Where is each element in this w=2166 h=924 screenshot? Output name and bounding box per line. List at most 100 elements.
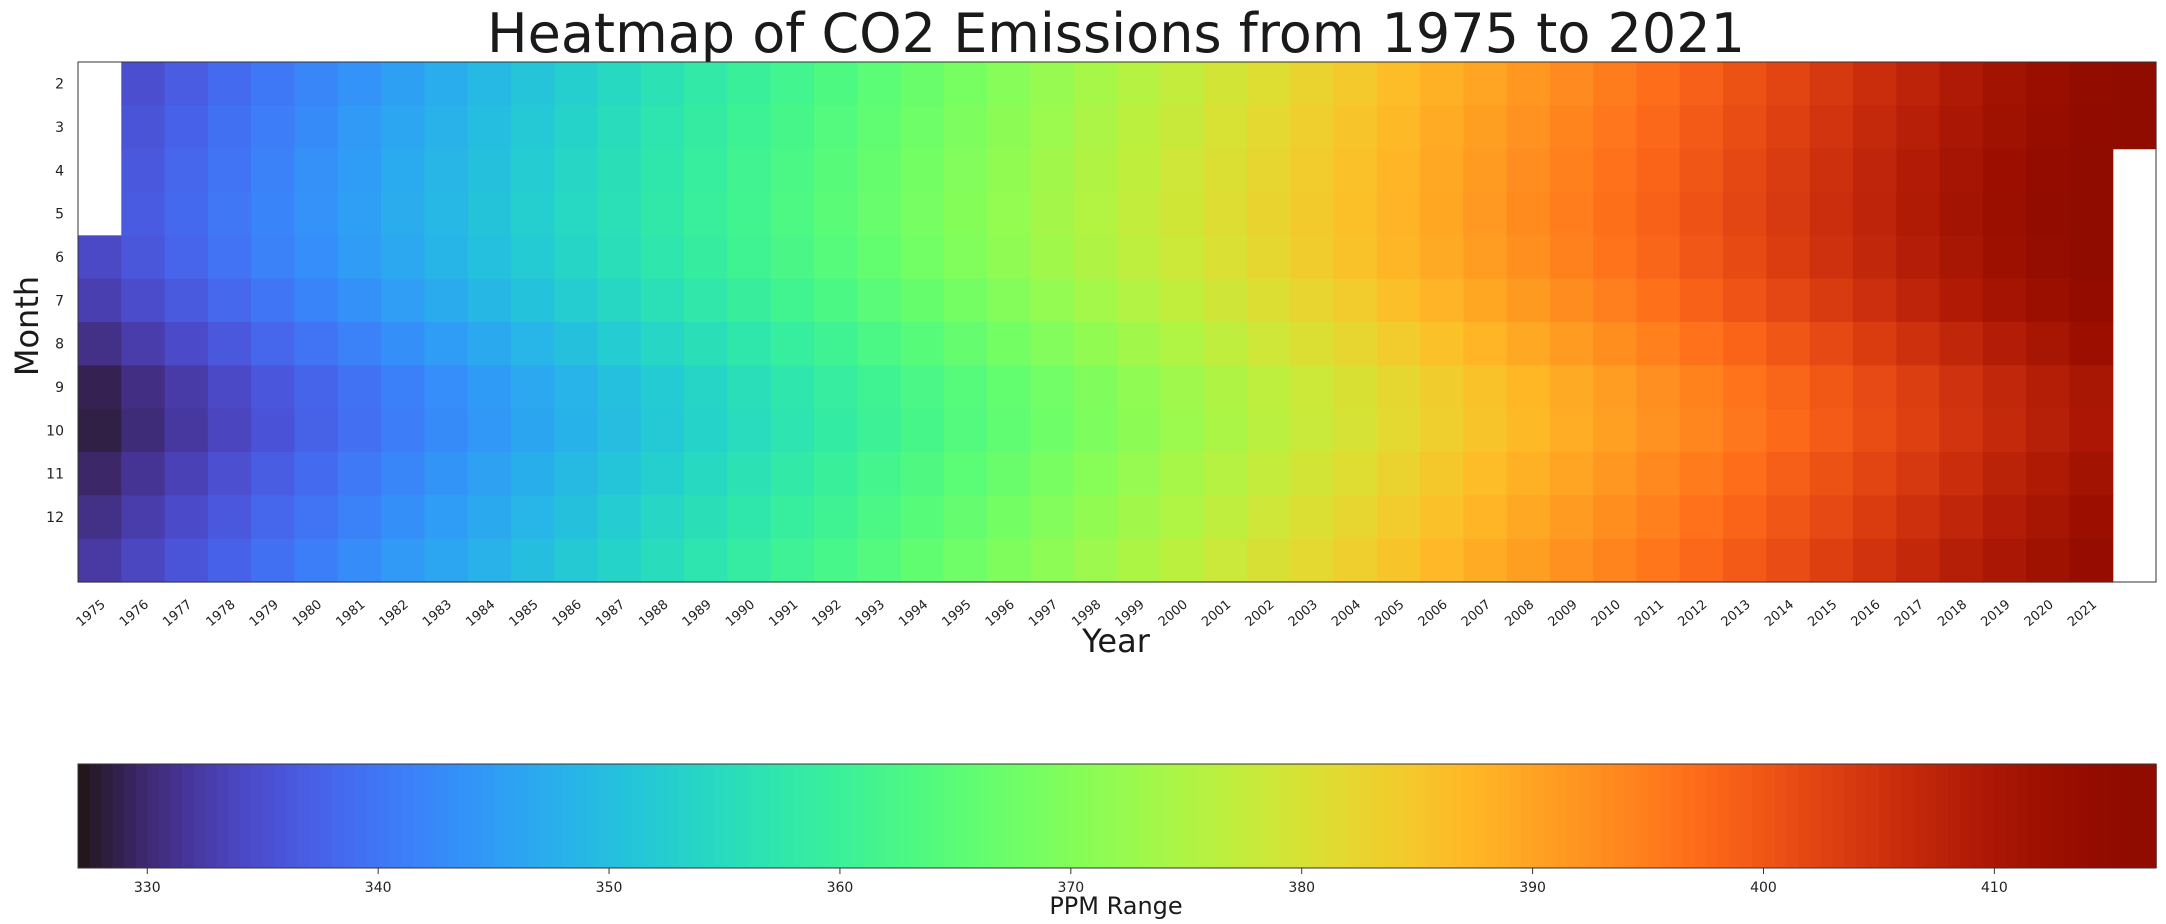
heatmap-cell xyxy=(770,495,815,540)
heatmap-cell xyxy=(467,105,512,150)
heatmap-cell xyxy=(684,278,728,323)
heatmap-cell xyxy=(1290,452,1335,496)
colorbar-segment xyxy=(1036,764,1049,868)
y-tick-label: 8 xyxy=(55,337,64,353)
heatmap-cell xyxy=(1073,192,1118,236)
heatmap-cell xyxy=(251,235,296,280)
heatmap-cell xyxy=(1246,105,1291,150)
colorbar-segment xyxy=(655,764,668,868)
heatmap-cell xyxy=(1593,62,1638,106)
x-tick-label: 1986 xyxy=(550,597,585,630)
heatmap-cell xyxy=(337,62,382,106)
colorbar-segment xyxy=(1971,764,1984,868)
heatmap-cell xyxy=(381,62,425,106)
heatmap-cell xyxy=(467,148,512,193)
heatmap-cell xyxy=(1203,192,1248,236)
heatmap-cell xyxy=(1939,62,1984,106)
colorbar-segment xyxy=(389,764,403,868)
colorbar-segment xyxy=(1070,764,1084,868)
colorbar-segment xyxy=(539,764,553,868)
colorbar-segment xyxy=(2017,764,2030,868)
heatmap-cell xyxy=(510,452,555,496)
heatmap-cell xyxy=(640,365,685,410)
heatmap-cell xyxy=(1073,365,1118,410)
heatmap-cell xyxy=(857,538,902,583)
heatmap-cell xyxy=(337,365,382,410)
x-tick-label: 2001 xyxy=(1199,597,1234,630)
colorbar-segment xyxy=(1578,764,1592,868)
heatmap-cell xyxy=(1549,538,1594,583)
colorbar-segment xyxy=(493,764,506,868)
heatmap-cell xyxy=(1939,278,1984,323)
colorbar-segment xyxy=(1417,764,1430,868)
heatmap-cell xyxy=(424,452,469,496)
heatmap-cell xyxy=(987,62,1032,106)
heatmap-cell xyxy=(770,408,815,453)
heatmap-cell xyxy=(1376,495,1421,540)
heatmap-cell xyxy=(510,105,555,150)
heatmap-cell xyxy=(1376,365,1421,410)
heatmap-cell xyxy=(943,408,988,453)
colorbar-segment xyxy=(1717,764,1730,868)
heatmap-cell xyxy=(1852,365,1897,410)
x-tick-label: 1991 xyxy=(766,597,801,630)
colorbar-segment xyxy=(1601,764,1615,868)
heatmap-cell xyxy=(1376,62,1421,106)
colorbar-segment xyxy=(251,764,264,868)
heatmap-cell xyxy=(1982,105,2027,150)
colorbar-segment xyxy=(1151,764,1164,868)
heatmap-cell xyxy=(1723,538,1767,583)
heatmap-cell xyxy=(381,235,425,280)
heatmap-cell xyxy=(1679,365,1724,410)
colorbar-label: PPM Range xyxy=(1049,892,1182,920)
heatmap-cell xyxy=(987,278,1032,323)
y-tick-label: 10 xyxy=(46,423,64,439)
heatmap-cell xyxy=(294,105,339,150)
heatmap-cell xyxy=(337,452,382,496)
heatmap-cell xyxy=(554,278,599,323)
heatmap-cell xyxy=(1506,105,1551,150)
heatmap-cell xyxy=(251,322,296,366)
heatmap-cell xyxy=(1376,278,1421,323)
heatmap-cell xyxy=(1030,408,1075,453)
heatmap-cell xyxy=(1593,408,1638,453)
colorbar-segment xyxy=(239,764,252,868)
x-tick-label: 1993 xyxy=(853,597,888,630)
heatmap-cell xyxy=(164,192,209,236)
heatmap-cell xyxy=(987,365,1032,410)
heatmap-cell xyxy=(337,192,382,236)
colorbar-segment xyxy=(1902,764,1915,868)
heatmap-cell xyxy=(987,538,1032,583)
heatmap-cell xyxy=(597,62,642,106)
heatmap-cell xyxy=(813,148,858,193)
heatmap-cell xyxy=(2026,235,2071,280)
heatmap-cell xyxy=(467,495,512,540)
heatmap-cell xyxy=(1939,148,1984,193)
heatmap-cell xyxy=(1636,365,1681,410)
heatmap-cell xyxy=(1376,192,1421,236)
heatmap-cell xyxy=(1593,495,1638,540)
heatmap-cell xyxy=(1982,322,2027,366)
x-tick-label: 1980 xyxy=(290,597,325,630)
x-tick-label: 2005 xyxy=(1372,597,1407,630)
heatmap-cell xyxy=(510,192,555,236)
colorbar-segment xyxy=(1798,764,1811,868)
heatmap-cell xyxy=(294,322,339,366)
heatmap-cell xyxy=(510,62,555,106)
colorbar-segment xyxy=(308,764,322,868)
colorbar-segment xyxy=(1567,764,1580,868)
colorbar-segment xyxy=(1093,764,1107,868)
colorbar-segment xyxy=(1243,764,1257,868)
x-tick-label: 1984 xyxy=(463,597,498,630)
colorbar-segment xyxy=(297,764,310,868)
heatmap-cell xyxy=(1982,452,2027,496)
heatmap-cell xyxy=(1117,538,1161,583)
heatmap-cell xyxy=(294,278,339,323)
heatmap-cell xyxy=(121,538,166,583)
heatmap-cell xyxy=(121,192,166,236)
heatmap-cell xyxy=(207,148,252,193)
colorbar-tick-label: 370 xyxy=(1057,880,1084,896)
heatmap-cell xyxy=(727,148,772,193)
heatmap-cell xyxy=(554,322,599,366)
heatmap-cell xyxy=(684,235,728,280)
